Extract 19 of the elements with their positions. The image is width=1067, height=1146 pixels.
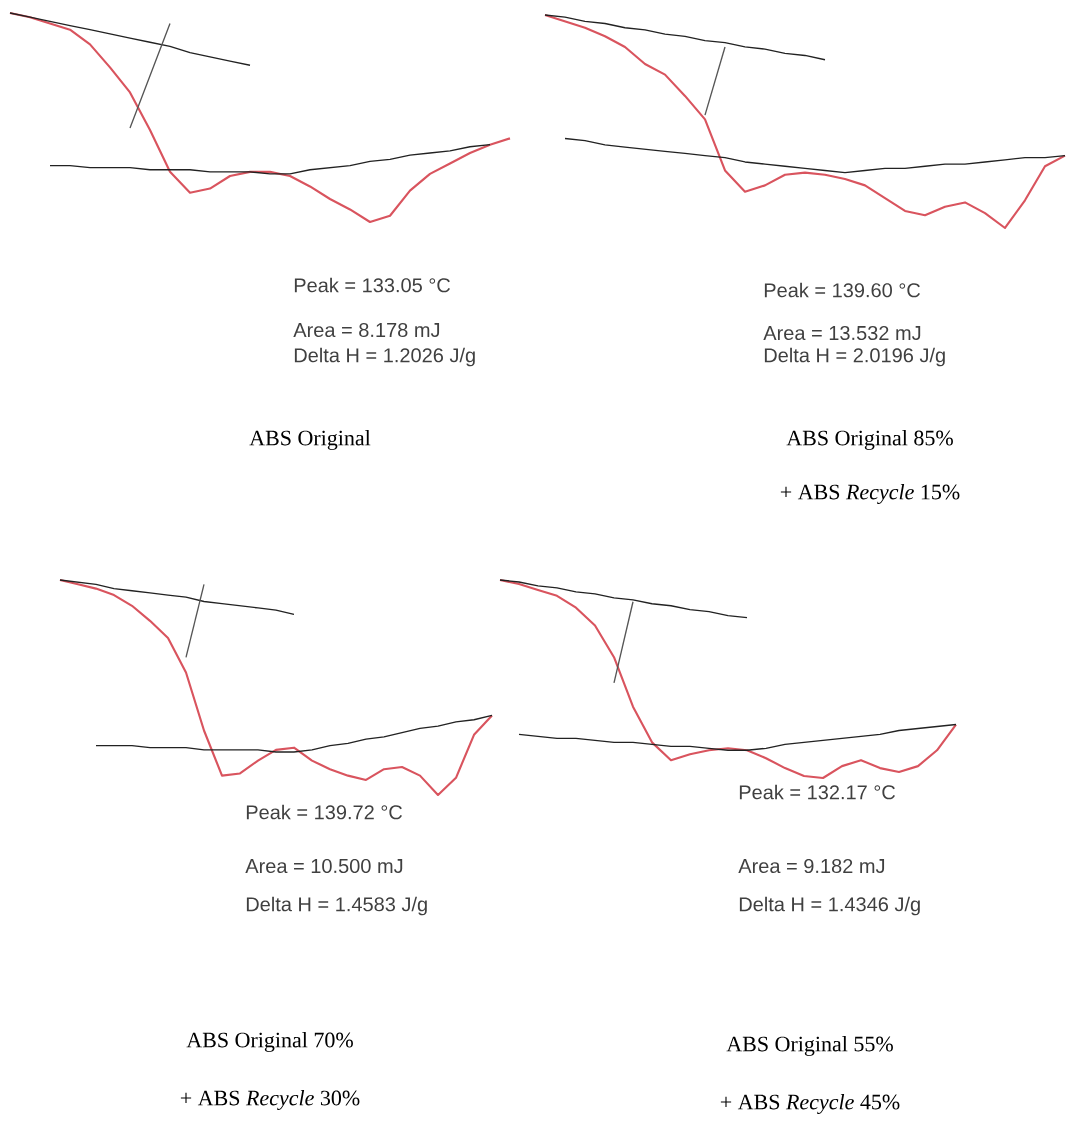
text: ABS Original 55% [726, 1035, 893, 1056]
text: Peak = 133.05 °C [294, 277, 451, 293]
text: Peak = 132.17 °C [739, 784, 896, 800]
text: Area = 8.178 mJ [293, 322, 440, 338]
text: Peak = 139.72 °C [246, 804, 403, 820]
text: Area = 9.182 mJ [738, 858, 885, 874]
text: + ABS Recycle 15% [780, 483, 960, 504]
text: Peak = 139.60 °C [764, 282, 921, 298]
text: Delta H = 1.2026 J/g [294, 347, 475, 367]
text: + ABS Recycle 45% [720, 1093, 900, 1114]
text: Delta H = 1.4583 J/g [246, 896, 427, 916]
text: + ABS Recycle 30% [180, 1089, 360, 1110]
text: Area = 13.532 mJ [763, 325, 921, 341]
text: ABS Original [249, 429, 371, 450]
text: Area = 10.500 mJ [245, 858, 403, 874]
text: ABS Original 70% [186, 1031, 353, 1052]
text: Delta H = 1.4346 J/g [739, 896, 920, 916]
text: Delta H = 2.0196 J/g [764, 347, 945, 367]
text: ABS Original 85% [786, 429, 953, 450]
